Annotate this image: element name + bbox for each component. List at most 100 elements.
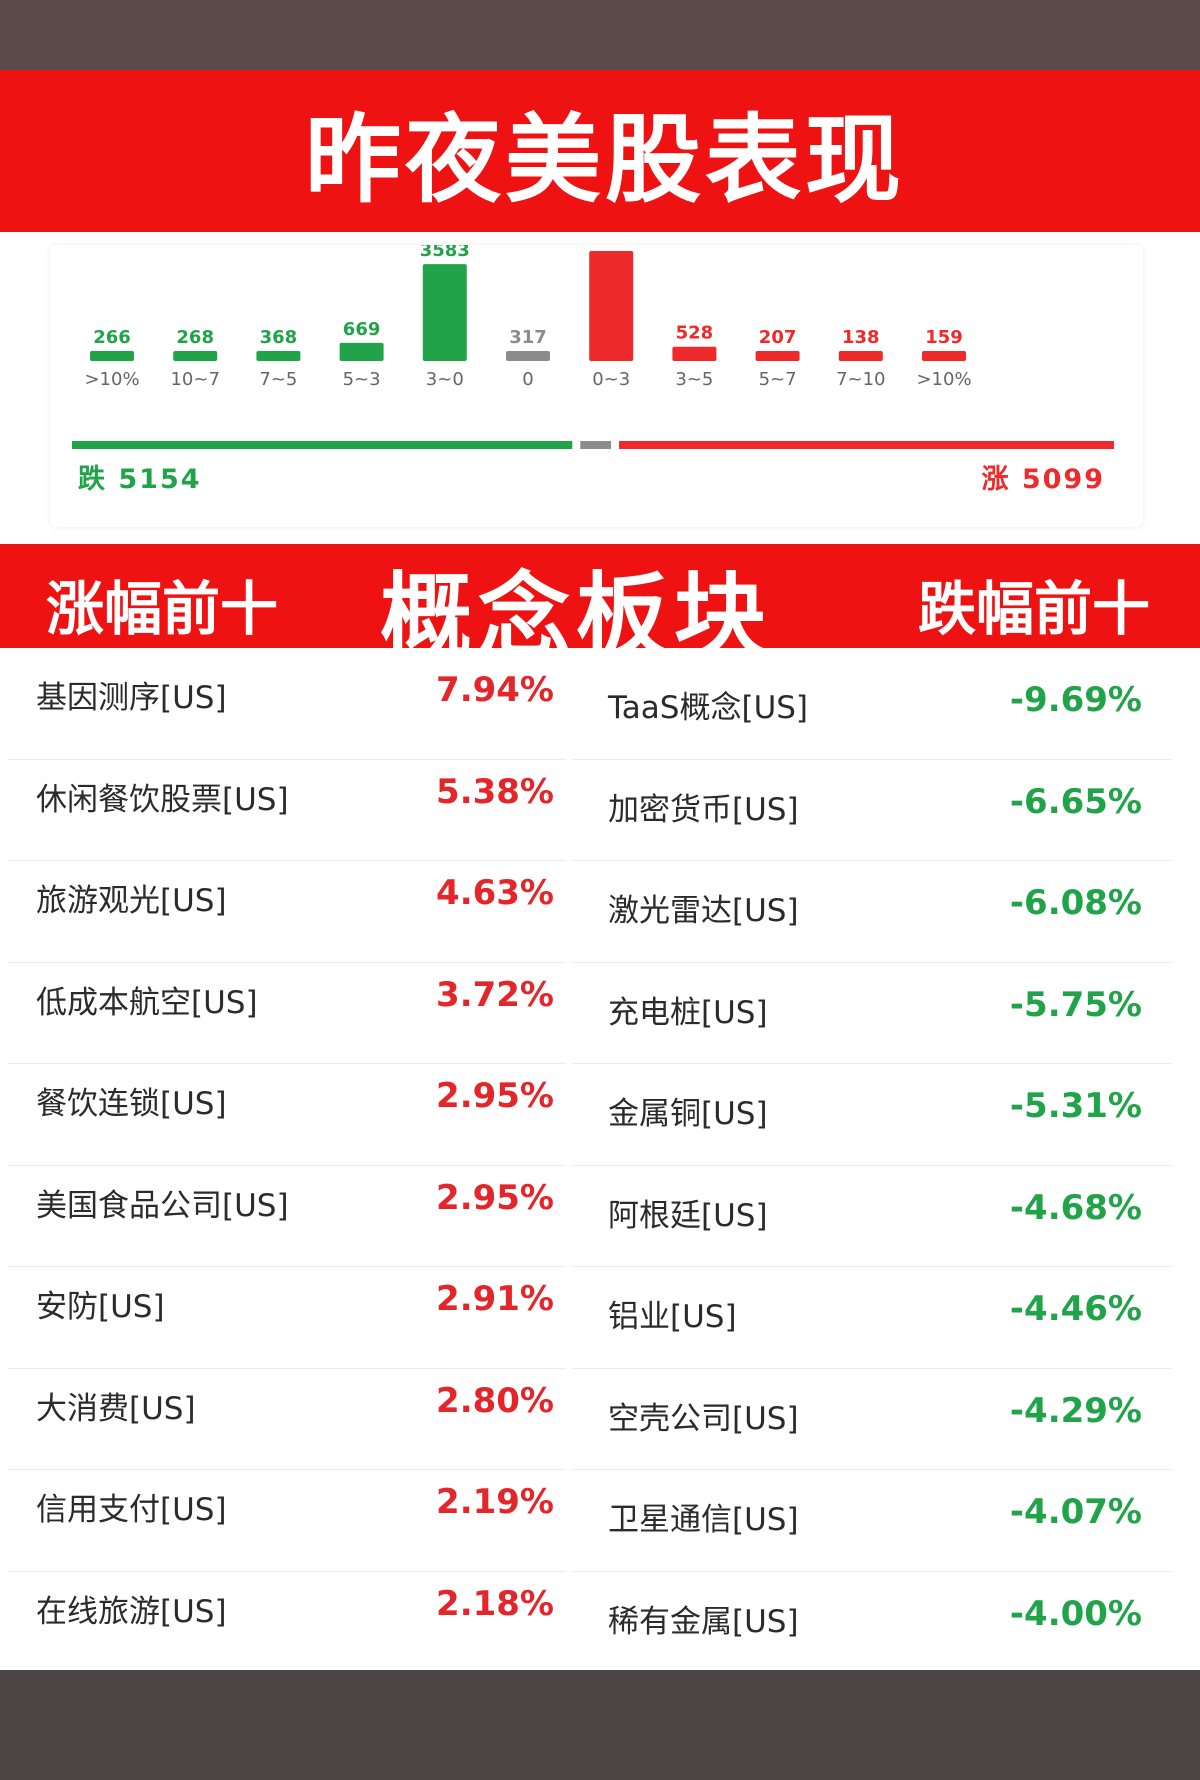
tick-label: >10% (84, 369, 139, 390)
sector-name: 大消费[US] (36, 1390, 196, 1427)
list-item: 美国食品公司[US] 2.95% (8, 1166, 566, 1267)
data-label: 138 (842, 327, 880, 348)
data-label: 3583 (420, 245, 470, 261)
tick-label: 3~5 (675, 369, 713, 390)
sector-change-value: 2.91% (436, 1279, 554, 1319)
list-item: TaaS概念[US] -9.69% (572, 658, 1172, 760)
top-band (0, 0, 1200, 70)
distribution-chart: 266 >10% 268 10~7 368 7~5 669 5~3 3583 3~0 317 0 406… (72, 245, 1114, 449)
sector-name: 信用支付[US] (36, 1492, 227, 1528)
sector-name: 卫星通信[US] (608, 1502, 799, 1538)
list-item: 低成本航空[US] 3.72% (8, 963, 566, 1064)
list-item: 安防[US] 2.91% (8, 1267, 566, 1369)
sector-change-value: -6.65% (1009, 781, 1142, 822)
rise-ratio-bar (619, 441, 1114, 449)
list-item: 充电桩[US] -5.75% (572, 963, 1172, 1064)
tick-label: 5~7 (759, 369, 797, 390)
sector-change-value: 2.95% (436, 1177, 554, 1218)
sector-name: 阿根廷[US] (608, 1197, 768, 1234)
tick-label: 7~10 (836, 369, 885, 390)
sector-change-value: 2.18% (436, 1583, 554, 1624)
concept-sector-heading: 概念板块 (0, 542, 1200, 675)
fall-count-summary: 跌 5154 (78, 464, 202, 495)
gainers-list: 基因测序[US] 7.94% 休闲餐饮股票[US] 5.38% 旅游观光[US] 4.63… (8, 658, 566, 1672)
sector-name: 铝业[US] (608, 1299, 737, 1335)
sector-change-value: -4.68% (1009, 1187, 1142, 1228)
bar (506, 351, 550, 361)
list-item: 加密货币[US] -6.65% (572, 760, 1172, 861)
sector-change-value: -6.08% (1009, 883, 1142, 923)
sector-change-value: -4.29% (1009, 1390, 1142, 1431)
bar (922, 351, 966, 361)
list-item: 大消费[US] 2.80% (8, 1369, 566, 1470)
sector-name: 充电桩[US] (608, 994, 768, 1031)
distribution-chart-card: 266 >10% 268 10~7 368 7~5 669 5~3 3583 3~0 317 0 406… (50, 245, 1143, 527)
list-item: 基因测序[US] 7.94% (8, 658, 566, 760)
sector-change-value: 5.38% (436, 771, 554, 812)
bar (838, 351, 883, 361)
sector-name: 加密货币[US] (608, 791, 799, 828)
data-label: 159 (925, 327, 963, 348)
sector-name: 旅游观光[US] (36, 883, 227, 919)
list-item: 在线旅游[US] 2.18% (8, 1572, 566, 1673)
sector-change-value: -5.31% (1009, 1086, 1142, 1126)
sector-name: 在线旅游[US] (36, 1593, 227, 1630)
data-label: 266 (93, 327, 131, 348)
section-banner: 涨幅前十 概念板块 跌幅前十 (0, 544, 1200, 670)
bottom-band (0, 1670, 1200, 1780)
data-label: 317 (509, 327, 547, 348)
data-label: 207 (759, 327, 797, 348)
sector-change-value: -9.69% (1009, 680, 1142, 720)
list-item: 激光雷达[US] -6.08% (572, 861, 1172, 963)
sector-name: 低成本航空[US] (36, 984, 258, 1021)
tick-label: 7~5 (259, 369, 297, 390)
tick-label: 0~3 (592, 369, 630, 390)
data-label: 4067 (586, 245, 636, 248)
bar (672, 346, 717, 361)
title-banner: 昨夜美股表现 (0, 70, 1200, 232)
page-title: 昨夜美股表现 (305, 103, 905, 216)
flat-ratio-bar (580, 441, 612, 449)
losers-list: TaaS概念[US] -9.69% 加密货币[US] -6.65% 激光雷达[US] -6… (572, 658, 1172, 1672)
sector-name: 金属铜[US] (608, 1096, 768, 1132)
list-item: 旅游观光[US] 4.63% (8, 861, 566, 963)
sector-name: 基因测序[US] (36, 680, 227, 716)
bar (256, 351, 301, 361)
sector-name: 空壳公司[US] (608, 1400, 799, 1437)
tick-label: 3~0 (426, 369, 464, 390)
tick-label: 10~7 (170, 369, 219, 390)
list-item: 信用支付[US] 2.19% (8, 1470, 566, 1572)
sector-name: 稀有金属[US] (608, 1603, 799, 1640)
bar (90, 351, 134, 361)
sector-change-value: 4.63% (436, 873, 554, 913)
sector-change-value: 2.95% (436, 1076, 554, 1116)
sector-name: TaaS概念[US] (608, 690, 809, 726)
data-label: 368 (260, 327, 298, 348)
rise-count-summary: 涨 5099 (981, 464, 1105, 495)
bar (422, 264, 467, 361)
sector-change-value: -4.46% (1009, 1289, 1142, 1329)
bar (755, 351, 800, 361)
sector-change-value: 3.72% (436, 974, 554, 1015)
sector-change-value: 7.94% (436, 670, 554, 710)
sector-change-value: 2.19% (436, 1482, 554, 1522)
concept-sector-heading-text: 概念板块 (379, 563, 772, 670)
bar (173, 351, 218, 361)
losers-heading: 跌幅前十 (917, 575, 1150, 643)
fall-ratio-bar (72, 441, 573, 449)
sector-name: 餐饮连锁[US] (36, 1086, 227, 1122)
tick-label: 5~3 (343, 369, 381, 390)
sector-change-value: 2.80% (436, 1380, 554, 1421)
bar (589, 251, 634, 361)
sector-change-value: -4.07% (1009, 1492, 1142, 1532)
sector-change-value: -5.75% (1009, 984, 1142, 1025)
data-label: 268 (176, 327, 214, 348)
list-item: 卫星通信[US] -4.07% (572, 1470, 1172, 1572)
sector-name: 安防[US] (36, 1289, 165, 1325)
bar (339, 342, 384, 361)
list-item: 铝业[US] -4.46% (572, 1267, 1172, 1369)
tick-label: 0 (522, 369, 533, 390)
gainers-heading: 涨幅前十 (46, 575, 279, 643)
list-item: 阿根廷[US] -4.68% (572, 1166, 1172, 1267)
data-label: 669 (343, 319, 381, 340)
